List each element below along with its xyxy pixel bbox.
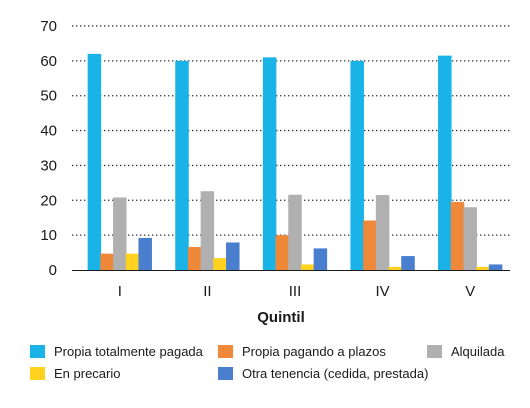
bar	[200, 191, 215, 270]
bar	[138, 237, 152, 270]
bar	[401, 256, 415, 270]
bar	[100, 253, 114, 270]
bar	[300, 264, 315, 270]
y-tick-label: 10	[40, 227, 57, 244]
bar	[363, 220, 377, 270]
bars	[87, 53, 503, 271]
bar	[175, 60, 189, 270]
x-tick-label: V	[465, 283, 475, 300]
x-tick-label: II	[203, 283, 211, 300]
bar	[187, 246, 202, 270]
bar	[262, 57, 277, 270]
y-tick-label: 60	[40, 53, 57, 70]
x-axis-title: Quintil	[257, 309, 305, 326]
y-tick-label: 40	[40, 123, 57, 140]
x-tick-label: I	[118, 283, 122, 300]
bar	[438, 55, 452, 270]
bar	[388, 266, 403, 270]
bar	[113, 197, 127, 270]
y-axis-tick-labels: 0 10 20 30 40 50 60 70	[40, 18, 57, 279]
bar	[450, 202, 465, 270]
y-tick-label: 70	[40, 18, 57, 35]
y-tick-label: 50	[40, 88, 57, 105]
bar	[488, 264, 503, 270]
y-tick-label: 20	[40, 192, 57, 209]
bar	[275, 235, 290, 270]
y-tick-label: 30	[40, 157, 57, 174]
y-tick-label: 0	[49, 262, 57, 279]
bar	[213, 258, 227, 270]
bar	[375, 195, 390, 270]
bar	[288, 194, 302, 270]
bar	[87, 53, 102, 271]
bar	[350, 60, 364, 270]
x-tick-label: IV	[376, 283, 390, 300]
x-tick-label: III	[289, 283, 302, 300]
bar	[313, 248, 328, 270]
bar	[226, 242, 240, 270]
x-axis-tick-labels: I II III IV V	[118, 283, 475, 300]
bar	[463, 207, 477, 270]
bar	[476, 266, 490, 270]
gridlines	[72, 25, 510, 236]
bar	[125, 253, 140, 270]
